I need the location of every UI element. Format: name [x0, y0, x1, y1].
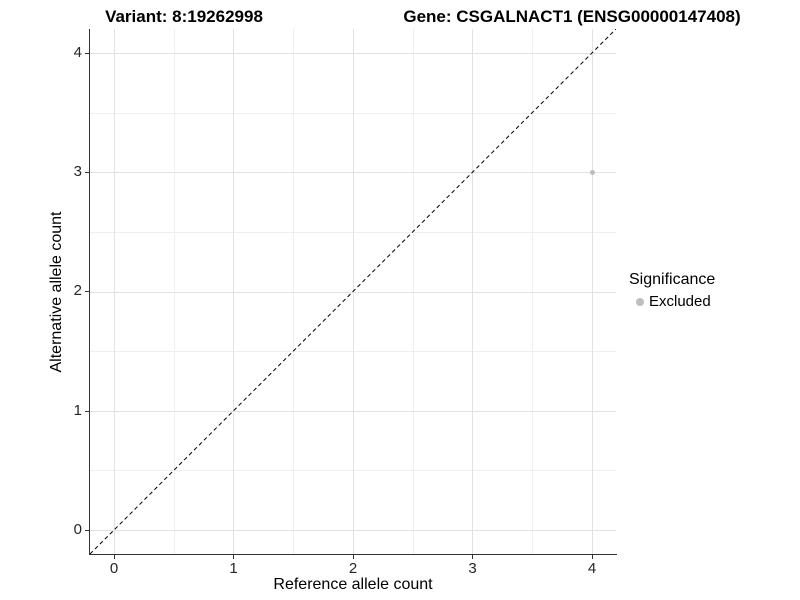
- x-tick-label: 2: [348, 560, 358, 577]
- x-tick: [472, 555, 473, 559]
- x-tick: [591, 555, 593, 559]
- y-tick-label: 2: [73, 282, 82, 299]
- plot-panel: [90, 29, 616, 554]
- x-tick: [233, 555, 234, 559]
- x-tick: [113, 555, 115, 559]
- x-axis-line: [89, 554, 617, 555]
- gridline-minor-vertical: [174, 29, 175, 554]
- x-tick-label: 3: [468, 560, 477, 577]
- y-tick-label: 4: [73, 44, 82, 61]
- y-tick-label: 3: [73, 163, 82, 180]
- plot-title-variant: Variant: 8:19262998: [105, 7, 263, 26]
- gridline-major-vertical: [233, 29, 234, 554]
- y-tick-label: 0: [73, 521, 82, 538]
- identity-reference-line: [90, 29, 616, 554]
- y-axis-title: Alternative allele count: [48, 211, 65, 373]
- gridline-minor-vertical: [532, 29, 533, 554]
- x-tick-label: 1: [229, 560, 238, 577]
- gridline-major-horizontal: [90, 530, 616, 531]
- y-tick: [85, 52, 89, 54]
- excluded-point-icon: [636, 298, 644, 306]
- y-tick: [85, 291, 89, 292]
- gridline-minor-vertical: [293, 29, 294, 554]
- data-point-excluded: [589, 169, 595, 175]
- x-tick-label: 0: [109, 560, 119, 577]
- y-axis-line: [89, 29, 90, 554]
- x-axis-title: Reference allele count: [273, 576, 433, 593]
- x-tick-label: 4: [587, 560, 597, 577]
- y-tick: [85, 172, 89, 173]
- legend: Significance Excluded: [629, 270, 715, 311]
- legend-item-excluded: Excluded: [629, 293, 715, 311]
- gridline-major-horizontal: [90, 411, 616, 412]
- legend-title: Significance: [629, 271, 716, 288]
- gridline-minor-vertical: [413, 29, 414, 554]
- gridline-major-vertical: [592, 29, 593, 554]
- gridline-major-horizontal: [90, 292, 616, 293]
- x-tick: [352, 555, 354, 559]
- y-tick: [85, 529, 89, 531]
- gridline-major-vertical: [114, 29, 115, 554]
- plot-title-gene: Gene: CSGALNACT1 (ENSG00000147408): [403, 7, 741, 26]
- gridline-major-horizontal: [90, 53, 616, 54]
- y-tick: [85, 410, 89, 412]
- y-tick-label: 1: [73, 402, 82, 419]
- gridline-major-horizontal: [90, 172, 616, 173]
- legend-item-label: Excluded: [649, 293, 711, 310]
- gridline-major-vertical: [472, 29, 473, 554]
